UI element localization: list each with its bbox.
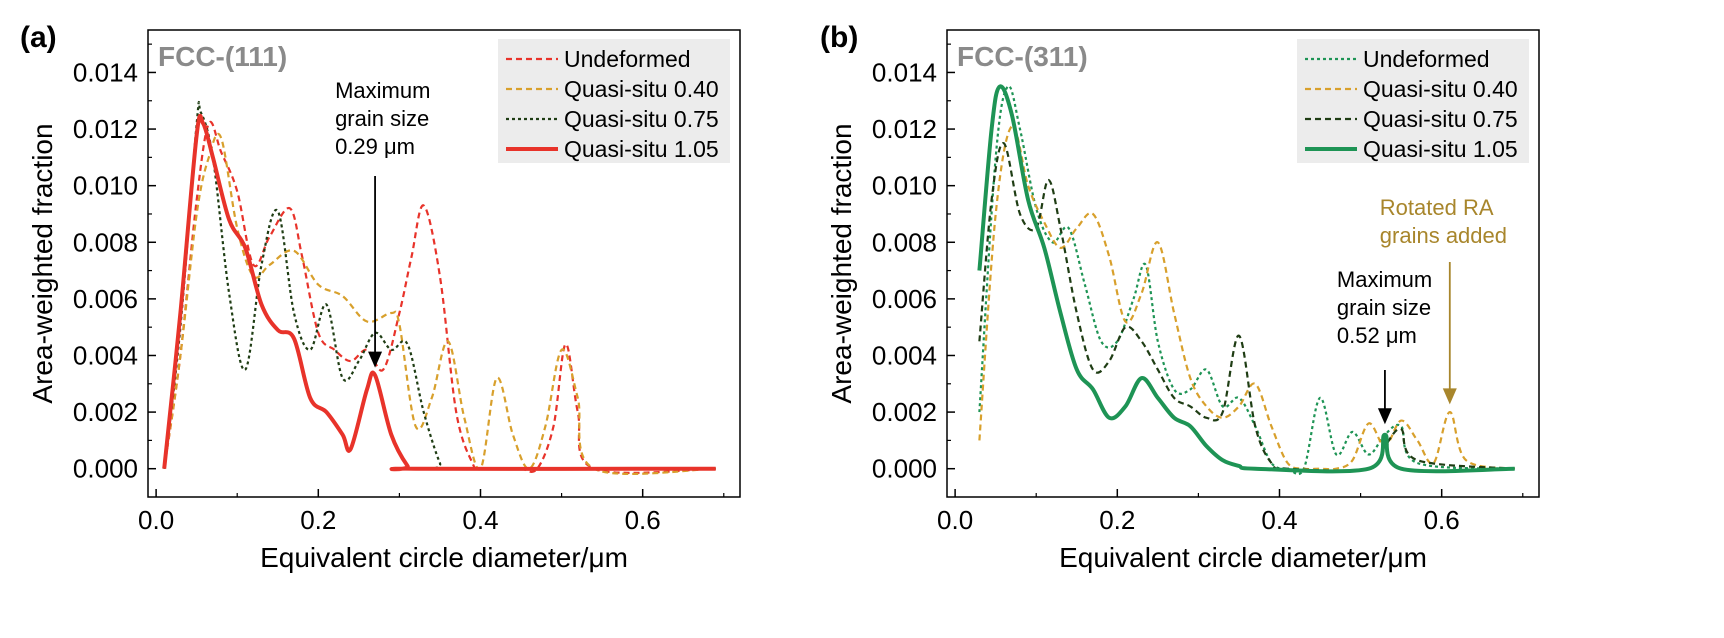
y-tick-label: 0.010 xyxy=(73,171,138,201)
legend-entry: Quasi-situ 0.40 xyxy=(564,76,719,102)
annotation-arrow-head xyxy=(1377,408,1392,425)
legend-entry: Undeformed xyxy=(564,46,691,72)
x-axis-label: Equivalent circle diameter/μm xyxy=(1059,542,1427,573)
y-tick-label: 0.004 xyxy=(73,340,138,370)
y-tick-label: 0.008 xyxy=(73,227,138,257)
legend-entry: Quasi-situ 1.05 xyxy=(564,136,719,162)
x-tick-label: 0.4 xyxy=(462,505,498,535)
legend-entry: Quasi-situ 0.40 xyxy=(1363,76,1518,102)
x-tick-label: 0.6 xyxy=(1424,505,1460,535)
series-line-quasi-situ-0-40 xyxy=(978,125,1515,471)
plot-frame xyxy=(147,29,741,498)
series-line-undeformed xyxy=(978,85,1515,476)
series-line-quasi-situ-0-40 xyxy=(163,132,716,476)
legend-entry: Quasi-situ 1.05 xyxy=(1363,136,1518,162)
y-tick-label: 0.006 xyxy=(73,284,138,314)
annotation-text: 0.52 μm xyxy=(1337,323,1417,348)
y-tick-label: 0.014 xyxy=(73,57,138,87)
series-line-quasi-situ-1-05 xyxy=(977,84,1515,474)
y-tick-label: 0.010 xyxy=(872,171,937,201)
annotation: Rotated RA grains added xyxy=(1380,195,1507,405)
x-tick-label: 0.2 xyxy=(300,505,336,535)
chart-panel-a: 0.0 0.2 0.4 0.6 0.000 0.002 0.004 0.006 0.008 0.0… xyxy=(20,21,741,573)
y-tick-label: 0.000 xyxy=(73,454,138,484)
chart-title: FCC-(111) xyxy=(158,41,287,72)
series-line-quasi-situ-0-75 xyxy=(163,101,716,471)
x-tick-label: 0.4 xyxy=(1261,505,1297,535)
annotation-text: 0.29 μm xyxy=(335,134,415,159)
legend: Undeformed Quasi-situ 0.40 Quasi-situ 0.75… xyxy=(1297,39,1529,163)
annotation-text: grains added xyxy=(1380,223,1507,248)
annotation-arrow-head xyxy=(368,351,383,368)
y-tick-label: 0.006 xyxy=(872,284,937,314)
x-tick-label: 0.0 xyxy=(937,505,973,535)
chart-panel-b: 0.0 0.2 0.4 0.6 0.000 0.002 0.004 0.006 0.008 0.0… xyxy=(820,21,1540,573)
legend-entry: Quasi-situ 0.75 xyxy=(564,106,719,132)
y-axis-label: Area-weighted fraction xyxy=(826,123,857,403)
x-axis-label: Equivalent circle diameter/μm xyxy=(260,542,628,573)
x-tick-label: 0.2 xyxy=(1099,505,1135,535)
series-line-quasi-situ-1-05 xyxy=(162,113,716,472)
legend-entry: Quasi-situ 0.75 xyxy=(1363,106,1518,132)
plot-frame xyxy=(946,29,1540,498)
y-tick-label: 0.008 xyxy=(872,227,937,257)
y-axis-label: Area-weighted fraction xyxy=(27,123,58,403)
annotation: Maximum grain size 0.52 μm xyxy=(1337,267,1432,425)
y-tick-label: 0.014 xyxy=(872,57,937,87)
panel-label: (b) xyxy=(820,21,858,54)
annotation: Maximum grain size 0.29 μm xyxy=(335,78,430,368)
x-tick-label: 0.0 xyxy=(138,505,174,535)
annotation-text: grain size xyxy=(335,106,429,131)
annotation-text: grain size xyxy=(1337,295,1431,320)
chart-title: FCC-(311) xyxy=(957,41,1088,72)
y-tick-label: 0.000 xyxy=(872,454,937,484)
y-tick-label: 0.002 xyxy=(73,397,138,427)
y-tick-label: 0.012 xyxy=(872,114,937,144)
annotation-text: Rotated RA xyxy=(1380,195,1494,220)
series-line-undeformed xyxy=(163,120,716,474)
annotation-text: Maximum xyxy=(1337,267,1432,292)
legend-entry: Undeformed xyxy=(1363,46,1490,72)
x-tick-label: 0.6 xyxy=(625,505,661,535)
panel-label: (a) xyxy=(20,21,57,54)
y-tick-label: 0.002 xyxy=(872,397,937,427)
y-tick-label: 0.004 xyxy=(872,340,937,370)
legend: Undeformed Quasi-situ 0.40 Quasi-situ 0.75… xyxy=(498,39,730,163)
y-tick-label: 0.012 xyxy=(73,114,138,144)
annotation-text: Maximum xyxy=(335,78,430,103)
annotation-arrow-head xyxy=(1442,388,1457,405)
